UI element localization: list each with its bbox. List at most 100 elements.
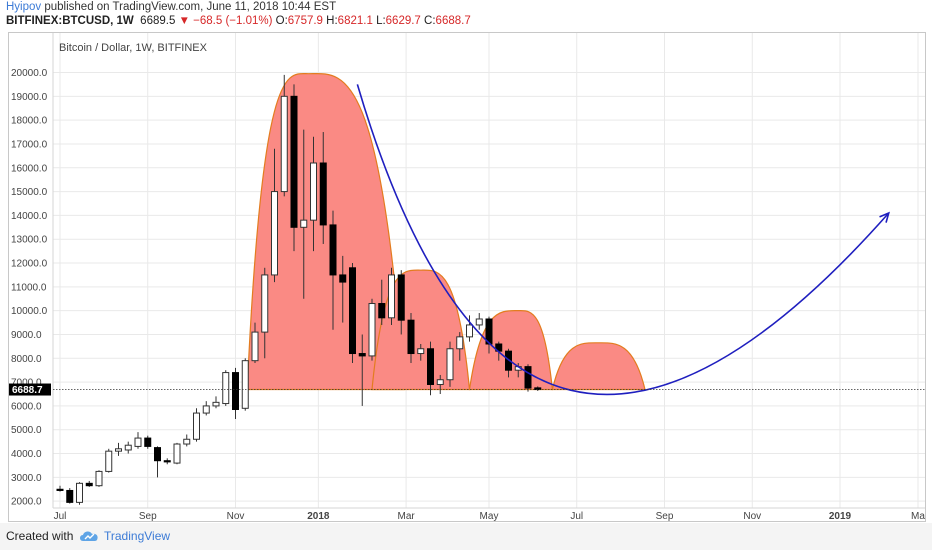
candle-body — [212, 401, 220, 407]
high-label: H: — [326, 15, 338, 27]
price-tick-label: 6000.0 — [11, 401, 42, 412]
symbol-label[interactable]: BITFINEX:BTCUSD, 1W — [6, 15, 134, 27]
price-tick-label: 12000.0 — [11, 259, 48, 270]
candle-up — [183, 434, 191, 447]
time-tick-label: 2018 — [307, 511, 330, 521]
candle-down — [290, 84, 298, 252]
candle-up — [173, 442, 181, 465]
candle-body — [407, 319, 415, 355]
candle-down — [339, 255, 347, 323]
candle-up — [76, 482, 83, 505]
price-axis[interactable]: 1000.0 2000.0 3000.0 4000.0 5000.0 6000.0 7000… — [9, 33, 925, 521]
candle-up — [95, 470, 103, 487]
price-tick-label: 15000.0 — [11, 187, 48, 198]
candle-body — [144, 437, 152, 447]
price-tick-label: 16000.0 — [11, 163, 48, 174]
candle-up — [475, 313, 483, 330]
candle-body — [378, 303, 386, 319]
chart-title: Bitcoin / Dollar, 1W, BITFINEX — [59, 42, 208, 54]
quote-line: BITFINEX:BTCUSD, 1W 6689.5 ▼ −68.5 (−1.0… — [6, 15, 471, 27]
tradingview-brand-link[interactable]: TradingView — [104, 529, 171, 543]
candle-body — [427, 348, 434, 385]
price-tick-label: 3000.0 — [11, 473, 42, 484]
candle-body — [85, 482, 93, 487]
candle-body — [124, 444, 132, 451]
candle-body — [271, 191, 278, 276]
chart-frame[interactable]: 1000.0 2000.0 3000.0 4000.0 5000.0 6000.0 7000… — [8, 32, 926, 522]
candle-down — [154, 446, 161, 478]
price-tick-label: 9000.0 — [11, 330, 42, 341]
candle-body — [202, 405, 210, 414]
arrowhead-icon — [879, 211, 890, 223]
candle-body — [534, 387, 542, 391]
candle-up — [212, 396, 220, 409]
candle-up — [368, 298, 376, 361]
candle-up — [222, 370, 230, 406]
candle-body — [222, 372, 230, 405]
candle-down — [427, 341, 434, 396]
price-tick-label: 8000.0 — [11, 354, 42, 365]
candle-up — [241, 358, 249, 411]
price-tick-label: 13000.0 — [11, 235, 48, 246]
candle-down — [144, 435, 152, 449]
candle-body — [280, 95, 288, 193]
candle-up — [388, 267, 395, 325]
candle-body — [368, 303, 376, 357]
hump-annotations — [246, 72, 646, 391]
candle-body — [339, 274, 347, 283]
candle-body — [76, 482, 83, 503]
author-link[interactable]: Hyipov — [6, 1, 42, 13]
curved-arrow-line — [356, 84, 890, 396]
time-axis[interactable]: Jul Sep Nov 2018 Mar May Jul Sep Nov 2019 Ma — [53, 507, 925, 521]
candle-down — [66, 488, 74, 504]
candle-up — [261, 267, 269, 359]
candle-down — [397, 270, 405, 335]
tradingview-cloud-icon[interactable] — [78, 529, 100, 543]
candle-up — [417, 344, 425, 361]
price-change: −68.5 (−1.01%) — [193, 15, 273, 27]
grid-lines — [53, 33, 925, 508]
price-tick-label: 20000.0 — [11, 68, 48, 79]
price-tick-label: 2000.0 — [11, 497, 42, 508]
candle-body — [358, 353, 366, 357]
low-value: 6629.7 — [385, 15, 421, 27]
price-tick-label: 19000.0 — [11, 92, 48, 103]
candle-body — [329, 224, 337, 276]
candle-down — [232, 367, 239, 420]
footer: Created with TradingView — [0, 523, 932, 550]
candle-down — [378, 279, 386, 325]
high-value: 6821.1 — [337, 15, 373, 27]
candle-down — [534, 386, 542, 391]
time-tick-label: Jul — [570, 511, 583, 521]
last-price: 6689.5 — [140, 15, 176, 27]
candle-down — [358, 334, 366, 406]
chart-canvas[interactable]: 1000.0 2000.0 3000.0 4000.0 5000.0 6000.0 7000… — [9, 33, 925, 521]
candle-body — [290, 95, 298, 228]
candle-body — [319, 162, 327, 226]
candle-up — [310, 136, 317, 252]
candle-body — [466, 324, 473, 338]
candle-body — [173, 443, 181, 464]
candle-body — [456, 336, 464, 350]
candle-body — [475, 318, 483, 326]
candle-body — [193, 412, 200, 440]
candle-up — [202, 401, 210, 416]
current-price-tag — [9, 383, 51, 396]
price-tick-label: 17000.0 — [11, 139, 48, 150]
candlesticks — [56, 74, 542, 505]
candle-up — [193, 408, 200, 442]
published-text: published on TradingView.com, June 11, 2… — [41, 1, 337, 13]
candle-body — [154, 447, 161, 462]
candle-up — [271, 148, 278, 283]
time-tick-label: Sep — [656, 511, 674, 521]
candle-body — [251, 331, 259, 362]
candle-body — [115, 448, 122, 452]
candle-body — [446, 348, 454, 381]
candle-up — [436, 374, 444, 395]
time-tick-label: Nov — [227, 511, 245, 521]
candle-down — [319, 132, 327, 244]
close-label: C: — [424, 15, 436, 27]
publish-line: Hyipov published on TradingView.com, Jun… — [6, 1, 336, 13]
candle-body — [261, 274, 269, 333]
candle-down — [56, 485, 64, 492]
